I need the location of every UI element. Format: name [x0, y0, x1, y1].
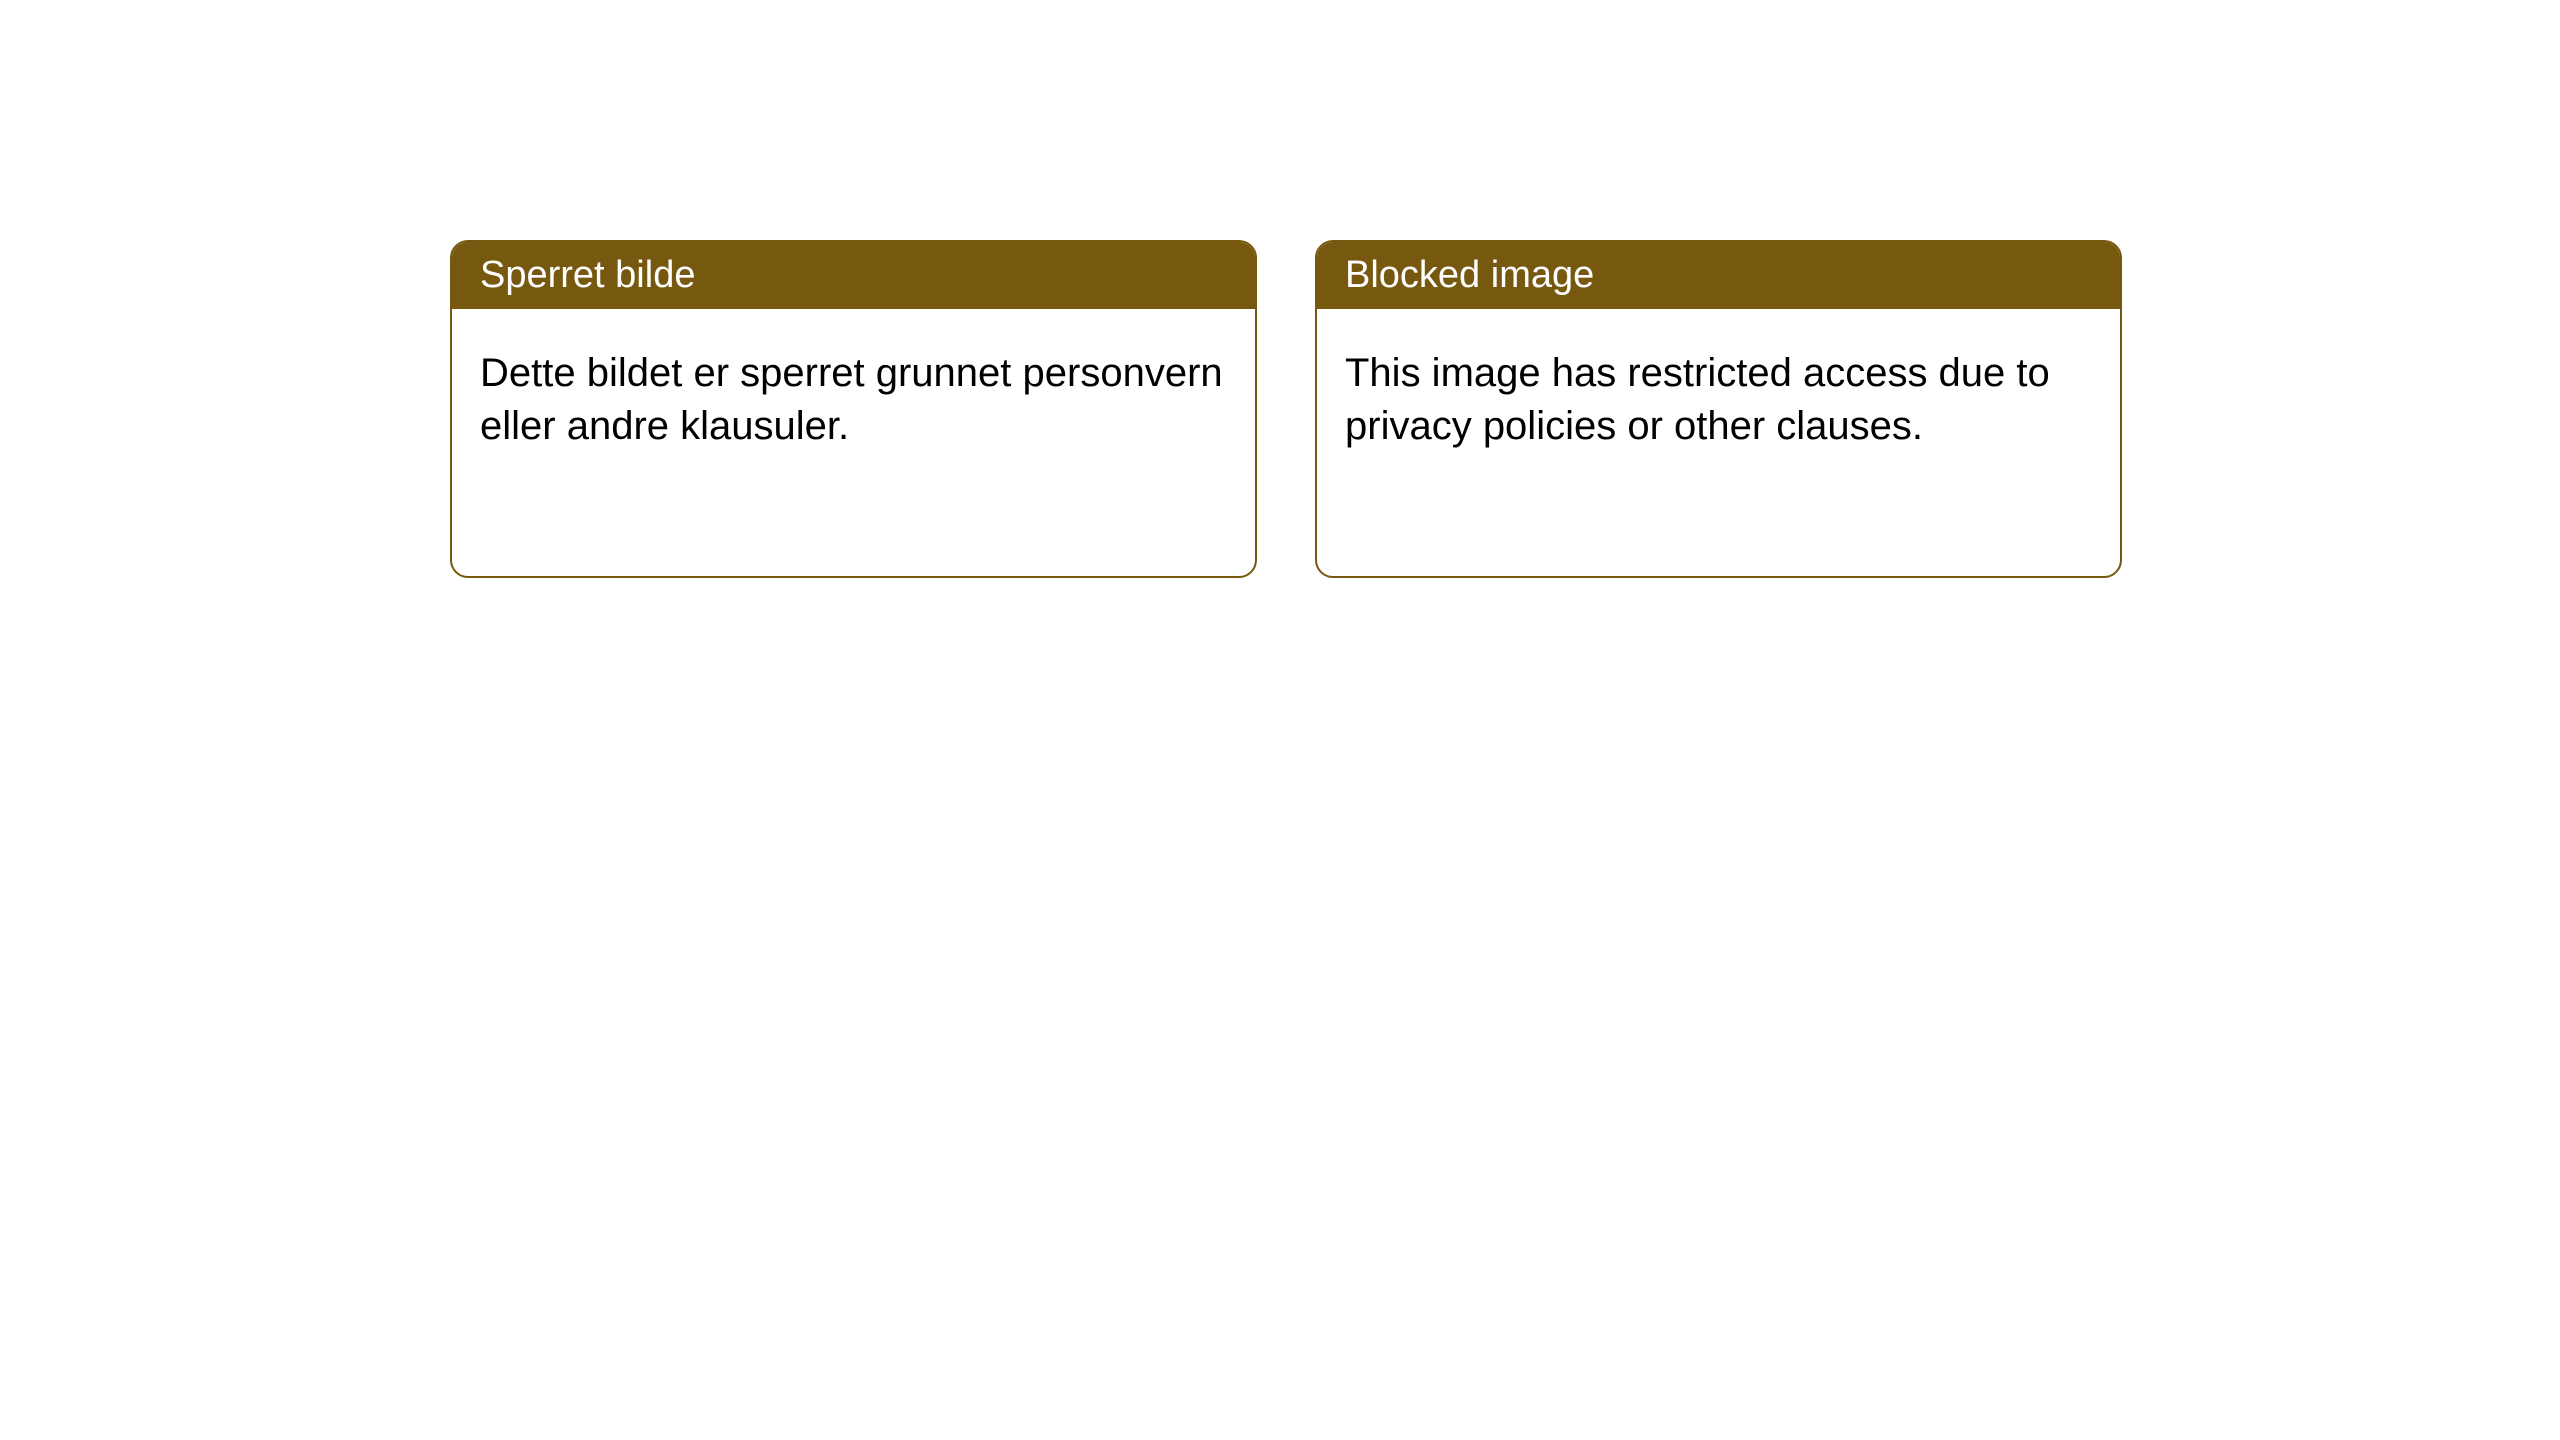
card-title: Blocked image: [1345, 254, 1594, 296]
notice-card-english: Blocked image This image has restricted …: [1315, 240, 2122, 578]
notice-container: Sperret bilde Dette bildet er sperret gr…: [0, 0, 2560, 578]
card-message: Dette bildet er sperret grunnet personve…: [480, 351, 1223, 448]
card-body: This image has restricted access due to …: [1317, 309, 2120, 491]
card-message: This image has restricted access due to …: [1345, 351, 2050, 448]
card-body: Dette bildet er sperret grunnet personve…: [452, 309, 1255, 491]
notice-card-norwegian: Sperret bilde Dette bildet er sperret gr…: [450, 240, 1257, 578]
card-title: Sperret bilde: [480, 254, 695, 296]
card-header: Blocked image: [1317, 242, 2120, 309]
card-header: Sperret bilde: [452, 242, 1255, 309]
